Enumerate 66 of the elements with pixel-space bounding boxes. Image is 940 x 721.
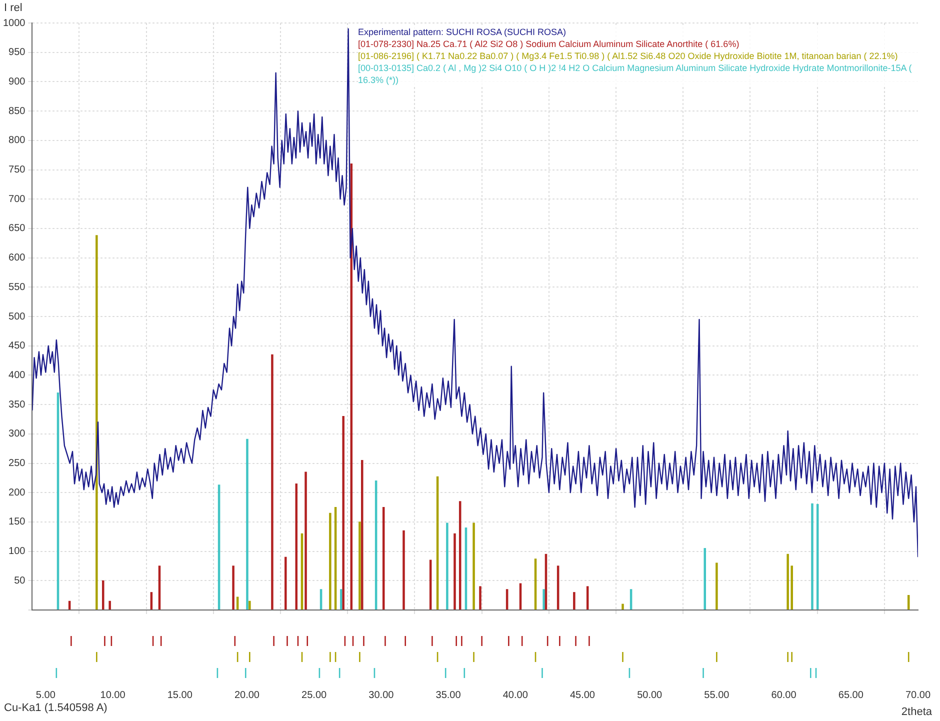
series-label: Experimental pattern: SUCHI ROSA (SUCHI ROSA)	[358, 26, 568, 38]
bar	[479, 586, 482, 610]
x-tick-label: 30.00	[368, 690, 394, 701]
x-tick-label: 60.00	[771, 690, 797, 701]
y-tick-label: 500	[8, 311, 26, 322]
bar	[284, 556, 287, 610]
bar	[622, 604, 624, 610]
bar	[786, 554, 789, 610]
bar	[542, 589, 545, 610]
y-tick-label: 150	[8, 516, 26, 528]
y-tick-label: 50	[14, 575, 26, 586]
y-axis-title: I rel	[4, 2, 22, 14]
y-tick-label: 200	[8, 487, 26, 498]
bar	[454, 533, 456, 610]
y-tick-label: 350	[8, 399, 26, 410]
x-tick-label: 55.00	[704, 690, 730, 701]
bar	[271, 354, 274, 610]
x-tick-label: 40.00	[502, 690, 528, 701]
bar	[304, 472, 307, 610]
x-tick-label: 50.00	[637, 690, 663, 701]
bar	[811, 503, 814, 610]
x-axis-title: 2theta	[901, 706, 932, 718]
bar	[96, 235, 98, 610]
y-tick-label: 950	[8, 47, 26, 58]
x-tick-label: 5.00	[36, 690, 56, 701]
y-tick-label: 450	[8, 340, 26, 352]
y-tick-label: 400	[8, 370, 26, 381]
y-tick-label: 100	[8, 546, 26, 558]
text: [01-078-2330] Na.25 Ca.71 ( Al2 Si2 O8 ) Sodium Calcium Aluminum Silicate Anorthite ( 61.6%)	[358, 38, 740, 50]
bar	[716, 562, 718, 610]
x-tick-label: 10.00	[100, 690, 126, 701]
y-tick-label: 900	[8, 76, 26, 88]
text: Cu-Ka1 (1.540598 A)	[4, 702, 108, 714]
y-tick-label: 1000	[2, 18, 26, 29]
y-tick-label: 600	[8, 252, 26, 264]
bar	[402, 530, 405, 610]
bar	[472, 522, 475, 610]
bar	[246, 438, 248, 610]
y-tick-label: 850	[8, 106, 26, 117]
bar	[446, 522, 448, 610]
x-tick-label: 35.00	[436, 690, 462, 701]
y-tick-label: 550	[8, 282, 26, 293]
bar	[573, 592, 576, 610]
text: [00-013-0135] Ca0.2 ( Al , Mg )2 Si4 O10 ( O H )2 !4 H2 O Calcium Magnesium Aluminum Silicate Hydroxide Hydrate Montmorillonite-15A ( 16.3% (*))	[358, 62, 913, 86]
x-tick-label: 45.00	[570, 690, 596, 701]
y-tick-label: 800	[8, 135, 26, 146]
y-tick-label: 250	[8, 458, 26, 469]
bar	[295, 483, 298, 610]
bar	[108, 600, 111, 610]
y-tick-label: 700	[8, 194, 26, 205]
bar	[358, 522, 361, 610]
x-tick-label: 15.00	[167, 690, 193, 701]
x-tick-label: 65.00	[838, 690, 864, 701]
y-tick-label: 750	[8, 164, 26, 176]
x-tick-label: 20.00	[234, 690, 260, 701]
x-tick-label: 70.00	[905, 690, 931, 701]
text: [01-086-2196] ( K1.71 Na0.22 Ba0.07 ) ( Mg3.4 Fe1.5 Ti0.98 ) ( Al1.52 Si6.48 O20 Oxide Hydroxide Biotite 1M, titanoan barian ( 22.1%)	[358, 50, 899, 62]
bar	[329, 512, 332, 610]
bar	[361, 460, 364, 610]
bar	[248, 600, 251, 610]
bar	[232, 566, 234, 610]
y-tick-label: 300	[8, 428, 26, 440]
y-tick-label: 650	[8, 223, 26, 234]
bar	[704, 548, 706, 610]
bar	[342, 416, 344, 610]
x-tick-label: 25.00	[302, 690, 328, 701]
